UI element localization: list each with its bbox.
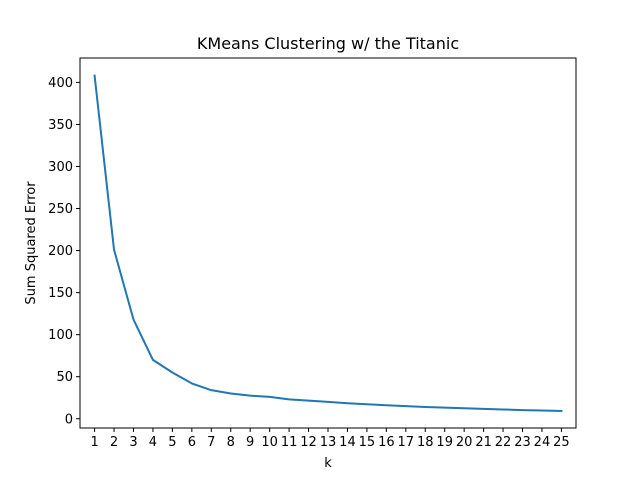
x-tick-label: 13: [320, 435, 337, 450]
x-tick-label: 7: [207, 435, 215, 450]
y-axis-label: Sum Squared Error: [24, 181, 39, 305]
x-tick-label: 10: [261, 435, 278, 450]
x-tick-label: 3: [129, 435, 137, 450]
x-tick-label: 16: [378, 435, 395, 450]
y-tick-label: 0: [65, 412, 73, 427]
y-axis-ticks: 0 50 100 150 200 250 300 350 400: [48, 76, 80, 427]
x-tick-label: 18: [417, 435, 434, 450]
y-tick-label: 150: [48, 286, 73, 301]
chart-title: KMeans Clustering w/ the Titanic: [197, 34, 459, 53]
x-tick-label: 24: [534, 435, 551, 450]
y-tick-label: 400: [48, 76, 73, 91]
y-tick-label: 300: [48, 160, 73, 175]
x-tick-label: 1: [90, 435, 98, 450]
x-axis-label: k: [324, 456, 332, 471]
x-tick-label: 17: [398, 435, 415, 450]
x-tick-label: 4: [149, 435, 157, 450]
x-tick-label: 19: [436, 435, 453, 450]
y-tick-label: 250: [48, 202, 73, 217]
x-tick-label: 20: [456, 435, 473, 450]
x-tick-label: 2: [110, 435, 118, 450]
y-tick-label: 100: [48, 328, 73, 343]
plot-area-frame: [79, 57, 577, 429]
series-line: [93, 74, 563, 412]
x-tick-label: 12: [300, 435, 317, 450]
x-tick-label: 25: [553, 435, 570, 450]
x-tick-label: 9: [246, 435, 254, 450]
y-tick-label: 200: [48, 244, 73, 259]
x-tick-label: 8: [227, 435, 235, 450]
x-tick-label: 6: [188, 435, 196, 450]
x-tick-label: 22: [495, 435, 512, 450]
x-tick-label: 11: [281, 435, 298, 450]
x-tick-label: 5: [168, 435, 176, 450]
x-tick-label: 21: [475, 435, 492, 450]
series-layer: [93, 74, 563, 412]
y-tick-label: 350: [48, 118, 73, 133]
x-axis-ticks: 1 2 3 4 5 6 7 8 9 10 11 12 13 14 15 16 17 18 19 20 21 22 23 24 2…: [90, 428, 570, 450]
x-tick-label: 14: [339, 435, 356, 450]
x-tick-label: 23: [514, 435, 531, 450]
x-tick-label: 15: [359, 435, 376, 450]
y-tick-label: 50: [56, 370, 73, 385]
